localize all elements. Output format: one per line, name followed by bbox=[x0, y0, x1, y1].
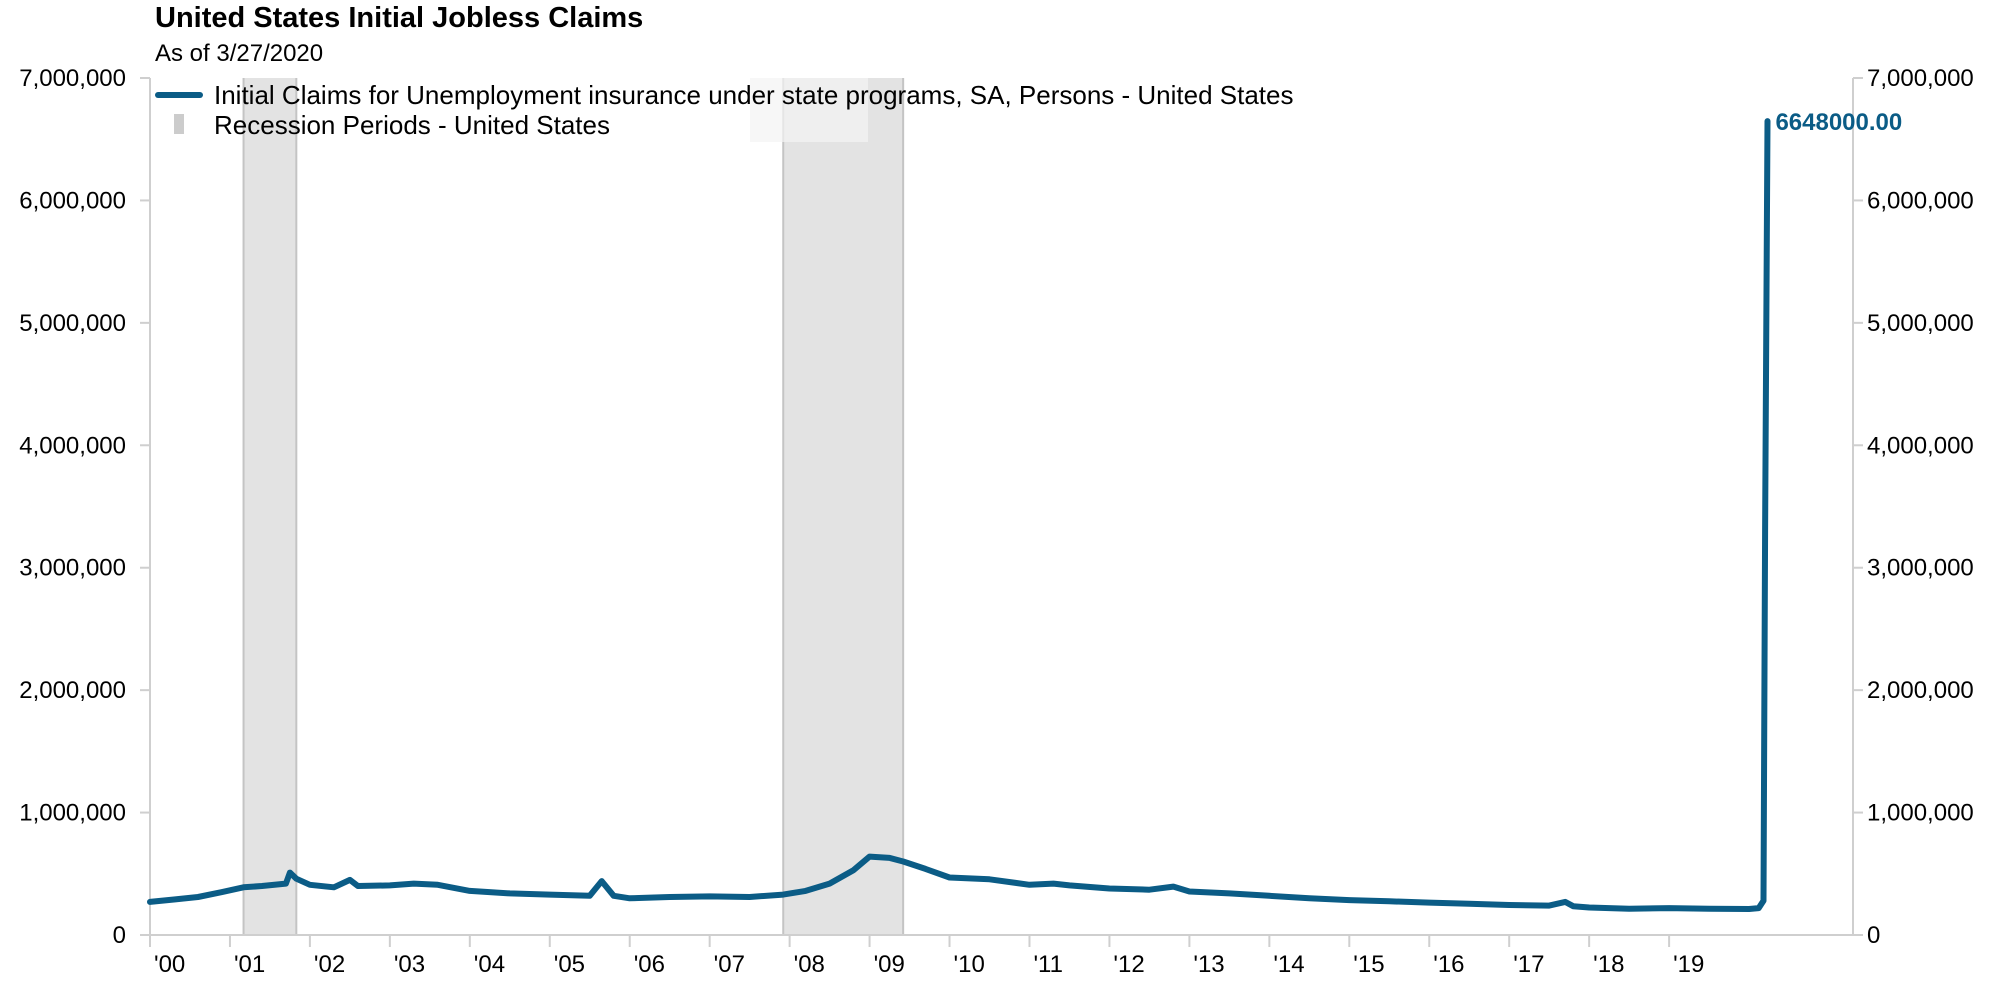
y-left-tick-label: 2,000,000 bbox=[19, 677, 126, 704]
y-left-tick-label: 1,000,000 bbox=[19, 800, 126, 827]
y-left-tick-label: 4,000,000 bbox=[19, 432, 126, 459]
x-tick-label: '12 bbox=[1113, 951, 1144, 978]
x-tick-label: '08 bbox=[794, 951, 825, 978]
series-line-0 bbox=[147, 118, 1771, 912]
legend-entry-recession: Recession Periods - United States bbox=[214, 110, 610, 140]
y-axis-right: 0 1,000,000 2,000,000 3,000,000 4,000,000 5,0… bbox=[1853, 65, 1974, 949]
x-tick-label: '07 bbox=[714, 951, 745, 978]
axes bbox=[149, 78, 1854, 936]
y-right-tick-label: 5,000,000 bbox=[1867, 310, 1974, 337]
y-left-tick-label: 6,000,000 bbox=[19, 187, 126, 214]
legend-backdrop bbox=[750, 78, 868, 142]
x-tick-label: '09 bbox=[874, 951, 905, 978]
end-value-label: 6648000.00 bbox=[1775, 109, 1902, 136]
x-tick-label: '13 bbox=[1193, 951, 1224, 978]
x-tick-label: '11 bbox=[1033, 951, 1063, 978]
recession-band-1 bbox=[783, 78, 904, 935]
x-tick-label: '10 bbox=[954, 951, 985, 978]
y-right-tick-label: 1,000,000 bbox=[1867, 800, 1974, 827]
y-right-tick-label: 4,000,000 bbox=[1867, 432, 1974, 459]
legend-entry-claims: Initial Claims for Unemployment insuranc… bbox=[214, 80, 1293, 110]
legend: Initial Claims for Unemployment insuranc… bbox=[155, 78, 1293, 142]
x-tick-label: '17 bbox=[1513, 951, 1544, 978]
x-axis: '00 '01 '02 '03 '04 '05 '06 '07 '08 '09 '10 '11 '12 '… bbox=[149, 935, 1704, 978]
x-tick-label: '02 bbox=[314, 951, 345, 978]
x-tick-label: '05 bbox=[554, 951, 585, 978]
x-tick-label: '16 bbox=[1433, 951, 1464, 978]
recession-band-0 bbox=[243, 78, 297, 935]
x-tick-label: '19 bbox=[1673, 951, 1704, 978]
x-tick-label: '14 bbox=[1273, 951, 1304, 978]
y-right-tick-label: 0 bbox=[1867, 922, 1880, 949]
chart-title: United States Initial Jobless Claims bbox=[155, 2, 644, 34]
y-left-tick-label: 7,000,000 bbox=[19, 65, 126, 92]
x-tick-label: '03 bbox=[394, 951, 425, 978]
y-right-tick-label: 2,000,000 bbox=[1867, 677, 1974, 704]
y-right-tick-label: 6,000,000 bbox=[1867, 187, 1974, 214]
series bbox=[147, 118, 1771, 912]
y-left-tick-label: 3,000,000 bbox=[19, 555, 126, 582]
x-tick-label: '18 bbox=[1593, 951, 1624, 978]
x-tick-label: '00 bbox=[154, 951, 185, 978]
x-tick-label: '06 bbox=[634, 951, 665, 978]
y-right-tick-label: 3,000,000 bbox=[1867, 555, 1974, 582]
y-left-tick-label: 5,000,000 bbox=[19, 310, 126, 337]
y-right-tick-label: 7,000,000 bbox=[1867, 65, 1974, 92]
chart-subtitle: As of 3/27/2020 bbox=[155, 40, 324, 67]
legend-recession-swatch bbox=[174, 114, 184, 134]
y-left-tick-label: 0 bbox=[113, 922, 126, 949]
y-axis-left: 0 1,000,000 2,000,000 3,000,000 4,000,000 5,0… bbox=[19, 65, 150, 949]
x-tick-label: '04 bbox=[474, 951, 505, 978]
x-tick-label: '01 bbox=[234, 951, 265, 978]
x-tick-label: '15 bbox=[1353, 951, 1384, 978]
recession-bands bbox=[242, 78, 905, 935]
